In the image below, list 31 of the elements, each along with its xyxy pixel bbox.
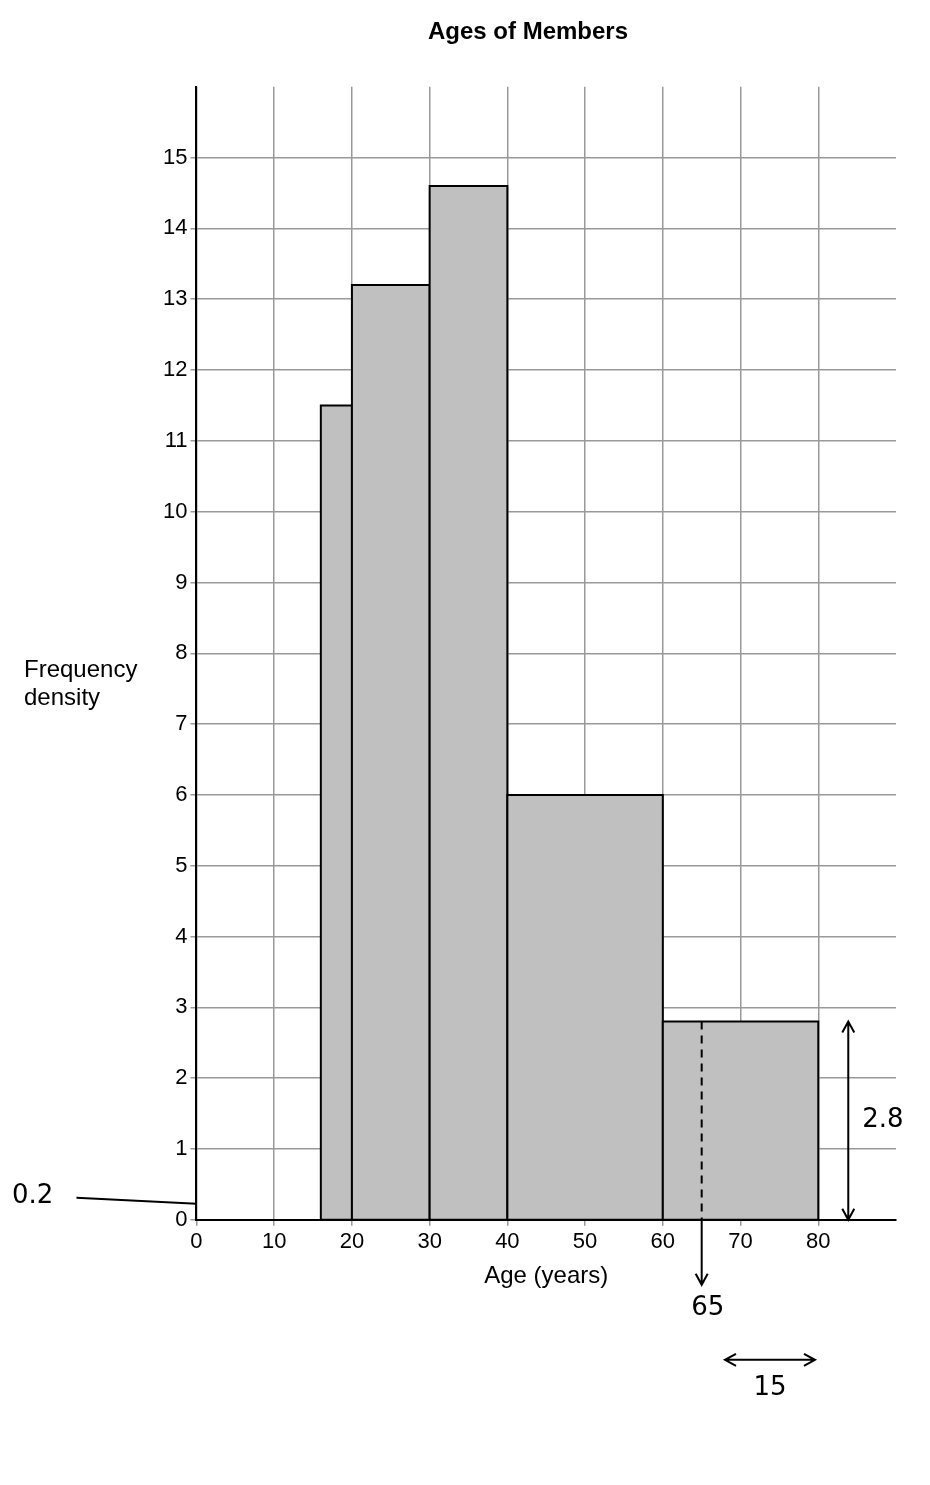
x-axis-title: Age (years)	[484, 1261, 609, 1289]
y-tick-label: 11	[164, 426, 188, 452]
x-tick-label: 70	[728, 1228, 753, 1254]
y-tick-label: 10	[162, 497, 188, 523]
chart-title: Ages of Members	[427, 17, 629, 45]
ref-line-label: 65	[691, 1290, 725, 1321]
x-tick-label: 10	[261, 1228, 287, 1254]
y-tick-label: 6	[175, 780, 188, 806]
y-tick-label: 1	[175, 1135, 188, 1161]
y-tick-label: 4	[175, 922, 188, 948]
text: 15	[753, 1370, 787, 1401]
annotation: 2.8	[862, 1103, 904, 1134]
y-tick-label: 2	[175, 1064, 188, 1090]
x-tick-label: 40	[495, 1228, 520, 1254]
y-tick-label: 5	[175, 851, 188, 877]
y-tick-label: 9	[175, 568, 188, 594]
y-tick-label: 0	[175, 1205, 188, 1231]
y-tick-label: 8	[175, 639, 188, 665]
x-tick-label: 30	[417, 1228, 442, 1254]
y-axis-title: Frequency density	[24, 655, 139, 711]
x-tick-label: 50	[572, 1228, 598, 1254]
y-tick-label: 3	[175, 993, 188, 1019]
x-tick-label: 60	[650, 1228, 676, 1254]
y-tick-label: 14	[162, 214, 188, 240]
text: 0.2	[12, 1178, 54, 1209]
x-tick-label: 80	[806, 1228, 831, 1254]
y-tick-label: 15	[162, 143, 188, 169]
x-tick-label: 20	[339, 1228, 365, 1254]
y-tick-label: 7	[175, 710, 188, 736]
y-tick-label: 13	[162, 285, 188, 311]
y-tick-label: 12	[162, 356, 188, 382]
